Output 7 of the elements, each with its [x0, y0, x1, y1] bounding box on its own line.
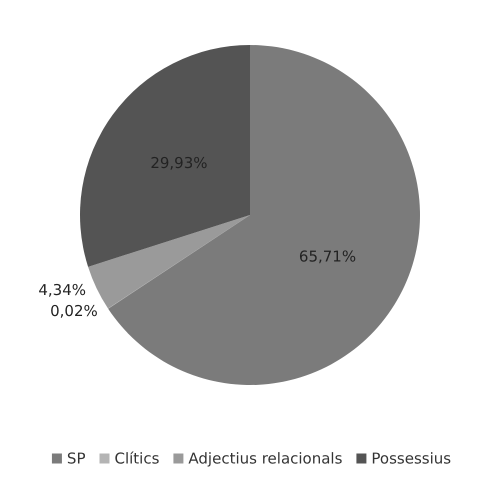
- data-label: 0,02%: [50, 302, 98, 320]
- legend-label: Clítics: [114, 450, 160, 468]
- legend-label: SP: [66, 450, 86, 468]
- data-label: 65,71%: [298, 248, 356, 266]
- legend-label: Adjectius relacionals: [188, 450, 343, 468]
- data-label: 4,34%: [38, 281, 86, 300]
- legend-label: Possessius: [371, 450, 452, 468]
